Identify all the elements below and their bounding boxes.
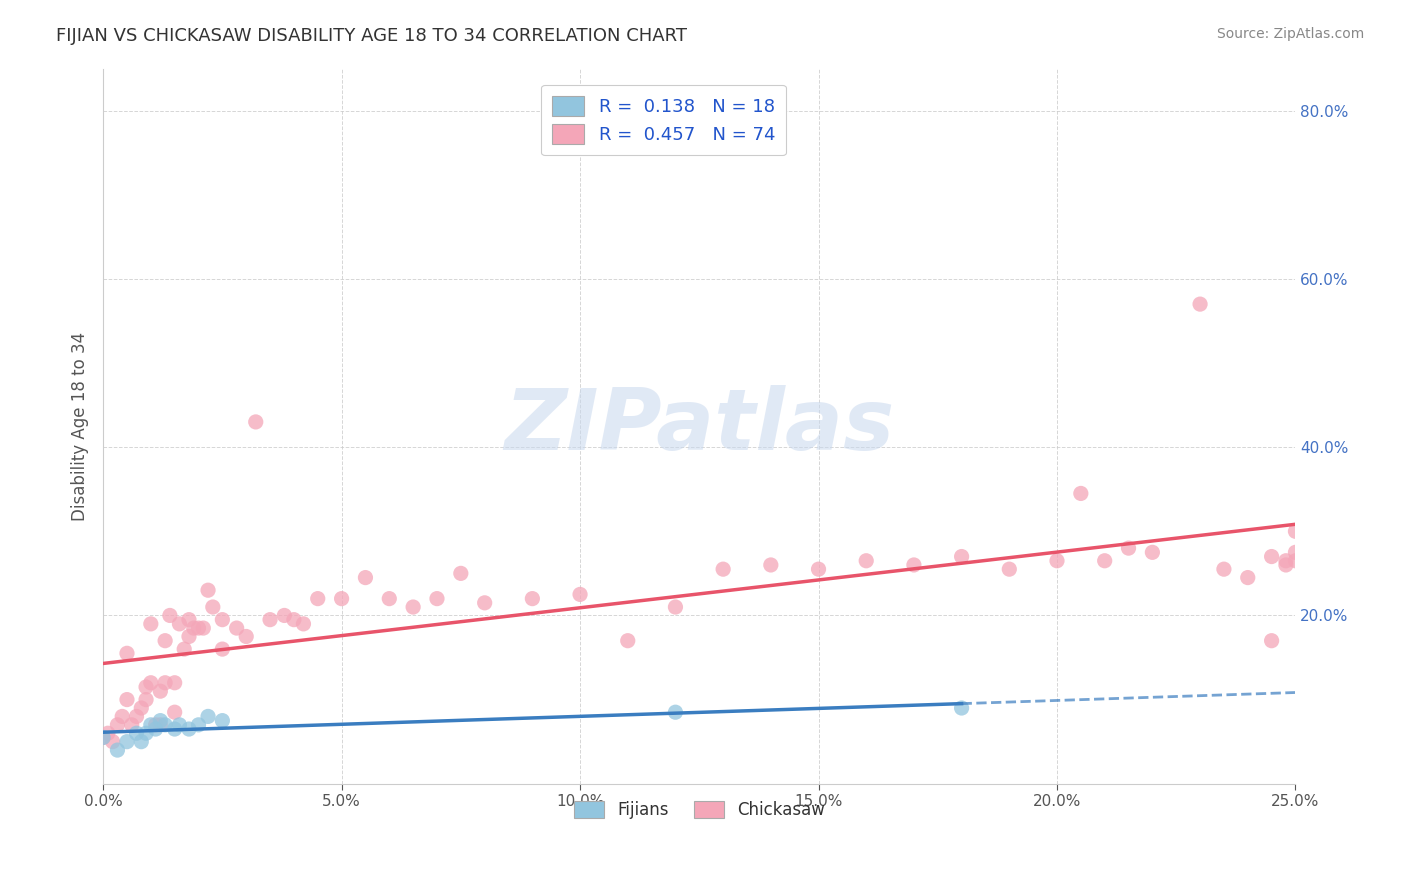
Point [135,692,157,706]
Point [616,633,638,648]
Point [121,718,143,732]
Point [259,613,281,627]
Point [177,613,200,627]
Y-axis label: Disability Age 18 to 34: Disability Age 18 to 34 [72,332,89,521]
Point [1236,571,1258,585]
Point [1212,562,1234,576]
Point [245,415,267,429]
Point [153,718,176,732]
Point [211,613,233,627]
Point [1275,558,1298,572]
Text: ZIPatlas: ZIPatlas [505,384,894,467]
Point [759,558,782,572]
Point [402,600,425,615]
Point [522,591,544,606]
Point [135,680,157,694]
Point [201,600,224,615]
Point [177,630,200,644]
Point [330,591,353,606]
Point [354,571,377,585]
Point [91,731,114,745]
Point [569,587,592,601]
Point [1260,633,1282,648]
Point [211,714,233,728]
Point [163,675,186,690]
Point [135,726,157,740]
Point [998,562,1021,576]
Text: FIJIAN VS CHICKASAW DISABILITY AGE 18 TO 34 CORRELATION CHART: FIJIAN VS CHICKASAW DISABILITY AGE 18 TO… [56,27,688,45]
Point [273,608,295,623]
Point [950,701,973,715]
Point [426,591,449,606]
Point [474,596,496,610]
Point [129,734,152,748]
Point [115,692,138,706]
Point [153,633,176,648]
Point [1142,545,1164,559]
Text: Source: ZipAtlas.com: Source: ZipAtlas.com [1216,27,1364,41]
Point [169,718,191,732]
Point [139,675,162,690]
Point [149,684,172,698]
Point [1284,554,1306,568]
Point [807,562,830,576]
Point [115,734,138,748]
Point [1118,541,1140,556]
Point [1189,297,1212,311]
Point [173,642,195,657]
Point [153,675,176,690]
Point [111,709,134,723]
Point [159,608,181,623]
Point [1284,545,1306,559]
Point [169,616,191,631]
Point [139,616,162,631]
Point [378,591,401,606]
Point [163,705,186,719]
Point [664,705,686,719]
Point [197,709,219,723]
Point [1275,554,1298,568]
Point [101,734,124,748]
Point [183,621,205,635]
Point [149,718,172,732]
Point [450,566,472,581]
Point [855,554,877,568]
Point [97,726,120,740]
Point [225,621,247,635]
Point [1094,554,1116,568]
Point [197,583,219,598]
Point [1070,486,1092,500]
Point [139,718,162,732]
Point [145,718,167,732]
Point [145,722,167,736]
Point [903,558,925,572]
Point [125,726,148,740]
Point [107,743,129,757]
Point [283,613,305,627]
Point [307,591,329,606]
Point [163,722,186,736]
Point [292,616,315,631]
Point [664,600,686,615]
Point [187,718,209,732]
Point [1046,554,1069,568]
Point [177,722,200,736]
Point [115,646,138,660]
Point [711,562,734,576]
Point [1260,549,1282,564]
Point [187,621,209,635]
Point [1284,524,1306,539]
Legend: Fijians, Chickasaw: Fijians, Chickasaw [567,794,831,825]
Point [211,642,233,657]
Point [107,718,129,732]
Point [149,714,172,728]
Point [235,630,257,644]
Point [125,709,148,723]
Point [950,549,973,564]
Point [193,621,215,635]
Point [129,701,152,715]
Point [91,731,114,745]
